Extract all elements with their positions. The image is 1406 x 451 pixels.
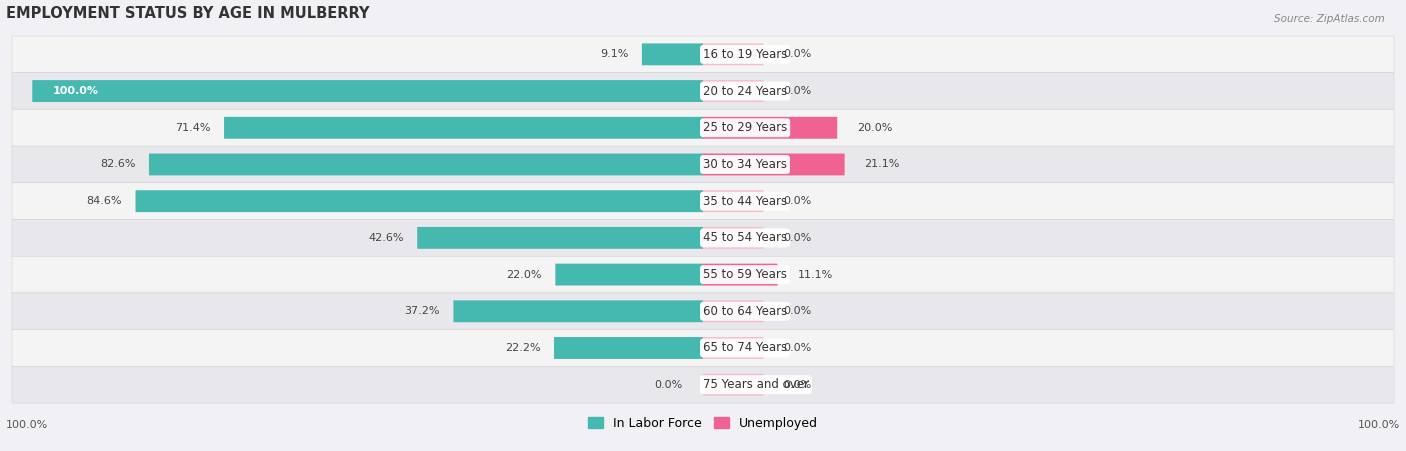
FancyBboxPatch shape [13,36,1393,73]
FancyBboxPatch shape [13,146,1393,183]
Text: 22.0%: 22.0% [506,270,543,280]
FancyBboxPatch shape [149,153,703,175]
FancyBboxPatch shape [13,220,1393,256]
Text: 30 to 34 Years: 30 to 34 Years [703,158,787,171]
Text: 0.0%: 0.0% [783,196,811,206]
Text: 71.4%: 71.4% [176,123,211,133]
FancyBboxPatch shape [703,43,763,65]
Text: 82.6%: 82.6% [100,160,135,170]
FancyBboxPatch shape [703,374,763,396]
FancyBboxPatch shape [13,293,1393,330]
Text: 25 to 29 Years: 25 to 29 Years [703,121,787,134]
Text: 0.0%: 0.0% [783,343,811,353]
FancyBboxPatch shape [703,227,763,249]
Text: 11.1%: 11.1% [797,270,832,280]
Text: 60 to 64 Years: 60 to 64 Years [703,305,787,318]
FancyBboxPatch shape [13,330,1393,366]
Text: 100.0%: 100.0% [6,419,48,429]
Text: 20 to 24 Years: 20 to 24 Years [703,85,787,97]
Text: 9.1%: 9.1% [600,49,628,60]
Text: 55 to 59 Years: 55 to 59 Years [703,268,787,281]
FancyBboxPatch shape [643,43,703,65]
FancyBboxPatch shape [32,80,703,102]
FancyBboxPatch shape [703,117,837,139]
Text: 42.6%: 42.6% [368,233,404,243]
FancyBboxPatch shape [13,110,1393,146]
Text: 37.2%: 37.2% [405,306,440,316]
Text: 0.0%: 0.0% [783,86,811,96]
FancyBboxPatch shape [13,366,1393,403]
Text: 0.0%: 0.0% [783,233,811,243]
Text: 75 Years and over: 75 Years and over [703,378,808,391]
FancyBboxPatch shape [703,337,763,359]
Text: 35 to 44 Years: 35 to 44 Years [703,195,787,207]
Text: EMPLOYMENT STATUS BY AGE IN MULBERRY: EMPLOYMENT STATUS BY AGE IN MULBERRY [6,5,368,21]
FancyBboxPatch shape [555,264,703,285]
Text: 0.0%: 0.0% [783,380,811,390]
Text: Source: ZipAtlas.com: Source: ZipAtlas.com [1274,14,1385,23]
FancyBboxPatch shape [13,73,1393,110]
FancyBboxPatch shape [418,227,703,249]
FancyBboxPatch shape [703,300,763,322]
FancyBboxPatch shape [703,153,845,175]
Legend: In Labor Force, Unemployed: In Labor Force, Unemployed [583,412,823,435]
FancyBboxPatch shape [554,337,703,359]
Text: 0.0%: 0.0% [783,49,811,60]
FancyBboxPatch shape [13,183,1393,220]
Text: 65 to 74 Years: 65 to 74 Years [703,341,787,354]
Text: 100.0%: 100.0% [52,86,98,96]
Text: 45 to 54 Years: 45 to 54 Years [703,231,787,244]
Text: 16 to 19 Years: 16 to 19 Years [703,48,787,61]
Text: 0.0%: 0.0% [783,306,811,316]
FancyBboxPatch shape [703,264,778,285]
Text: 0.0%: 0.0% [655,380,683,390]
FancyBboxPatch shape [703,190,763,212]
Text: 21.1%: 21.1% [865,160,900,170]
FancyBboxPatch shape [703,80,763,102]
Text: 22.2%: 22.2% [505,343,541,353]
Text: 20.0%: 20.0% [858,123,893,133]
FancyBboxPatch shape [453,300,703,322]
Text: 84.6%: 84.6% [87,196,122,206]
Text: 100.0%: 100.0% [1358,419,1400,429]
FancyBboxPatch shape [224,117,703,139]
FancyBboxPatch shape [135,190,703,212]
FancyBboxPatch shape [13,256,1393,293]
